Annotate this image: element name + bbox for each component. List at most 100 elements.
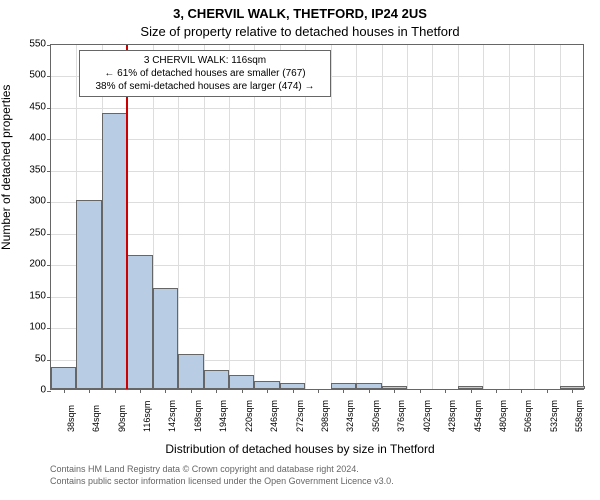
xtick-mark [242, 389, 243, 393]
ytick-label: 0 [40, 385, 46, 396]
xtick-label: 246sqm [269, 400, 279, 432]
xtick-mark [547, 389, 548, 393]
ytick-label: 300 [29, 196, 46, 207]
xtick-mark [394, 389, 395, 393]
xtick-mark [64, 389, 65, 393]
ytick-label: 50 [35, 353, 46, 364]
xtick-label: 64sqm [91, 405, 101, 432]
ytick-label: 200 [29, 259, 46, 270]
ytick-mark [47, 297, 51, 298]
footer-copyright-1: Contains HM Land Registry data © Crown c… [50, 464, 359, 474]
ytick-mark [47, 328, 51, 329]
ytick-mark [47, 76, 51, 77]
xtick-label: 220sqm [244, 400, 254, 432]
ytick-label: 500 [29, 70, 46, 81]
x-axis-label: Distribution of detached houses by size … [0, 442, 600, 456]
chart-title-address: 3, CHERVIL WALK, THETFORD, IP24 2US [0, 6, 600, 21]
ytick-label: 550 [29, 39, 46, 50]
xtick-mark [343, 389, 344, 393]
gridline-h [51, 171, 583, 172]
xtick-mark [293, 389, 294, 393]
gridline-h [51, 108, 583, 109]
ytick-label: 250 [29, 227, 46, 238]
gridline-v [432, 45, 433, 389]
xtick-label: 298sqm [320, 400, 330, 432]
xtick-mark [445, 389, 446, 393]
footer-copyright-2: Contains public sector information licen… [50, 476, 394, 486]
annotation-line-2: ← 61% of detached houses are smaller (76… [86, 67, 324, 80]
annotation-box: 3 CHERVIL WALK: 116sqm ← 61% of detached… [79, 50, 331, 97]
ytick-label: 450 [29, 101, 46, 112]
gridline-v [534, 45, 535, 389]
xtick-mark [369, 389, 370, 393]
xtick-label: 480sqm [498, 400, 508, 432]
ytick-mark [47, 171, 51, 172]
xtick-mark [318, 389, 319, 393]
ytick-mark [47, 391, 51, 392]
gridline-v [509, 45, 510, 389]
xtick-mark [89, 389, 90, 393]
annotation-line-3: 38% of semi-detached houses are larger (… [86, 80, 324, 93]
gridline-h [51, 202, 583, 203]
ytick-mark [47, 108, 51, 109]
xtick-label: 168sqm [193, 400, 203, 432]
xtick-mark [471, 389, 472, 393]
gridline-v [458, 45, 459, 389]
xtick-label: 90sqm [117, 405, 127, 432]
histogram-bar [229, 375, 254, 389]
xtick-mark [496, 389, 497, 393]
histogram-bar [51, 367, 76, 389]
ytick-label: 100 [29, 322, 46, 333]
xtick-label: 402sqm [422, 400, 432, 432]
ytick-label: 400 [29, 133, 46, 144]
xtick-label: 116sqm [142, 401, 152, 432]
histogram-bar [153, 288, 178, 389]
ytick-mark [47, 45, 51, 46]
gridline-v [356, 45, 357, 389]
xtick-label: 194sqm [218, 400, 228, 432]
xtick-label: 532sqm [549, 400, 559, 432]
gridline-v [407, 45, 408, 389]
gridline-v [560, 45, 561, 389]
ytick-mark [47, 234, 51, 235]
ytick-mark [47, 139, 51, 140]
xtick-label: 506sqm [523, 400, 533, 432]
histogram-bar [127, 255, 152, 389]
xtick-label: 272sqm [295, 400, 305, 432]
gridline-v [483, 45, 484, 389]
xtick-label: 428sqm [447, 400, 457, 432]
xtick-mark [140, 389, 141, 393]
histogram-bar [204, 370, 229, 389]
xtick-mark [420, 389, 421, 393]
xtick-mark [267, 389, 268, 393]
histogram-bar [76, 200, 101, 389]
gridline-h [51, 139, 583, 140]
xtick-mark [572, 389, 573, 393]
ytick-label: 150 [29, 290, 46, 301]
ytick-mark [47, 265, 51, 266]
chart-container: 3, CHERVIL WALK, THETFORD, IP24 2US Size… [0, 0, 600, 500]
xtick-label: 38sqm [66, 405, 76, 432]
xtick-label: 142sqm [167, 400, 177, 432]
xtick-label: 376sqm [396, 400, 406, 432]
histogram-bar [102, 113, 127, 389]
gridline-v [382, 45, 383, 389]
xtick-label: 558sqm [574, 400, 584, 432]
xtick-label: 350sqm [371, 400, 381, 432]
ytick-label: 350 [29, 164, 46, 175]
xtick-mark [115, 389, 116, 393]
plot-area: 3 CHERVIL WALK: 116sqm ← 61% of detached… [50, 44, 584, 390]
chart-title-description: Size of property relative to detached ho… [0, 24, 600, 39]
annotation-line-1: 3 CHERVIL WALK: 116sqm [86, 54, 324, 67]
xtick-mark [165, 389, 166, 393]
ytick-mark [47, 360, 51, 361]
histogram-bar [254, 381, 279, 389]
y-axis-label: Number of detached properties [0, 85, 13, 250]
gridline-h [51, 234, 583, 235]
xtick-mark [521, 389, 522, 393]
xtick-label: 454sqm [473, 400, 483, 432]
ytick-mark [47, 202, 51, 203]
histogram-bar [178, 354, 203, 389]
xtick-mark [191, 389, 192, 393]
xtick-mark [216, 389, 217, 393]
